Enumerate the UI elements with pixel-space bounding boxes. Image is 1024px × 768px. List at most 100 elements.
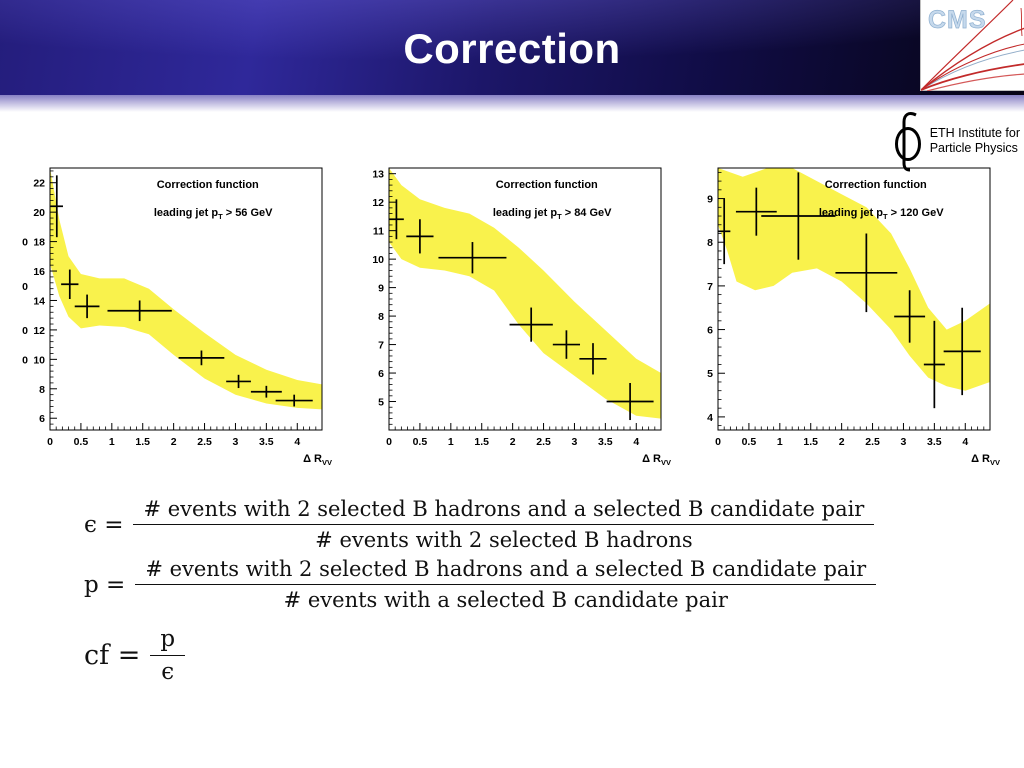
formula-cf: cf = p ϵ <box>84 626 876 685</box>
chart-title: Correction function <box>157 179 259 191</box>
x-tick-label: 2.5 <box>197 436 212 448</box>
chart-subtitle: leading jet pT > 56 GeV <box>154 207 273 221</box>
cms-logo: CMS <box>920 0 1024 92</box>
data-point <box>718 198 731 265</box>
data-point <box>74 294 100 319</box>
chart-correction-pt84: 0 0.5 1 1.5 2 2.5 3 3.5 4 5 6 7 8 9 10 11 12 13 Correction… <box>372 167 671 467</box>
x-tick-label: 0.5 <box>413 436 428 448</box>
formula-epsilon-fraction: # events with 2 selected B hadrons and a… <box>133 497 875 552</box>
y-tick-label: 7 <box>378 340 384 352</box>
data-point <box>50 175 63 238</box>
x-tick-label: 1.5 <box>135 436 150 448</box>
formula-p-numerator: # events with 2 selected B hadrons and a… <box>145 557 867 581</box>
axis-fragment-label: 0 <box>22 281 28 293</box>
formula-block: ϵ = # events with 2 selected B hadrons a… <box>84 497 877 690</box>
y-tick-label: 10 <box>372 254 384 266</box>
cms-track-line <box>920 49 1024 91</box>
formula-p-lhs: p = <box>84 571 126 598</box>
uncertainty-band <box>389 168 661 419</box>
eth-ipp-logo: ETH Institute for Particle Physics <box>891 110 1020 172</box>
y-tick-label: 10 <box>33 354 45 366</box>
x-tick-label: 3 <box>233 436 239 448</box>
formula-p-fraction: # events with 2 selected B hadrons and a… <box>135 557 877 612</box>
y-tick-label: 11 <box>373 226 384 238</box>
x-axis-label: Δ RVV <box>971 453 1000 467</box>
data-point <box>552 330 581 359</box>
page-title: Correction <box>403 24 621 72</box>
cms-logo-graphic: CMS <box>920 0 1024 92</box>
eth-logo-text: ETH Institute for Particle Physics <box>930 126 1020 156</box>
chart-subtitle: leading jet pT > 120 GeV <box>819 207 944 221</box>
data-point <box>438 242 507 274</box>
y-tick-label: 7 <box>707 281 713 293</box>
slide-title-bar: Correction <box>0 0 1024 95</box>
y-tick-label: 22 <box>33 178 45 190</box>
formula-p: p = # events with 2 selected B hadrons a… <box>84 557 877 612</box>
y-tick-label: 16 <box>33 266 45 278</box>
x-tick-label: 4 <box>294 436 300 448</box>
axis-fragment-label: 0 <box>22 354 28 366</box>
chart-subtitle: leading jet pT > 84 GeV <box>493 207 612 221</box>
data-point <box>579 343 607 375</box>
data-point <box>835 233 898 313</box>
y-tick-label: 5 <box>378 397 384 409</box>
x-axis-label: Δ RVV <box>642 453 671 467</box>
data-point <box>509 307 553 342</box>
chart-title: Correction function <box>825 179 927 191</box>
chart-title: Correction function <box>496 179 598 191</box>
data-point <box>389 199 404 240</box>
y-tick-label: 8 <box>378 311 384 323</box>
axis-fragment-label: 0 <box>22 237 28 249</box>
x-tick-label: 3 <box>572 436 578 448</box>
cms-edge-mark <box>1020 7 1023 37</box>
data-point <box>894 290 926 343</box>
y-tick-label: 20 <box>33 207 45 219</box>
x-tick-label: 2 <box>171 436 177 448</box>
formula-epsilon: ϵ = # events with 2 selected B hadrons a… <box>84 497 876 552</box>
formula-cf-lhs: cf = <box>84 640 141 671</box>
data-point <box>226 374 251 389</box>
chart-correction-pt120: 0 0.5 1 1.5 2 2.5 3 3.5 4 4 5 6 7 8 9 Correction functi… <box>707 167 1000 467</box>
x-axis-label: Δ RVV <box>303 453 332 467</box>
x-tick-label: 4 <box>633 436 639 448</box>
x-tick-label: 3.5 <box>598 436 613 448</box>
chart-correction-pt56: 0 0.5 1 1.5 2 2.5 3 3.5 4 6 8 10 12 14 16 18 20 22 0 0 0 0 Cor… <box>22 167 332 467</box>
formula-epsilon-numerator: # events with 2 selected B hadrons and a… <box>143 497 865 521</box>
y-tick-label: 4 <box>707 412 713 424</box>
y-tick-label: 8 <box>707 237 713 249</box>
x-tick-label: 3.5 <box>927 436 942 448</box>
x-tick-label: 0 <box>386 436 392 448</box>
data-point <box>606 383 654 421</box>
y-tick-label: 6 <box>707 325 713 337</box>
cms-track-line <box>920 0 1014 91</box>
data-point <box>735 187 777 236</box>
axis-fragment-label: 0 <box>22 325 28 337</box>
x-tick-label: 1 <box>109 436 115 448</box>
formula-cf-denominator: ϵ <box>161 659 175 685</box>
y-tick-label: 6 <box>39 413 45 425</box>
x-tick-label: 3 <box>901 436 907 448</box>
y-tick-label: 12 <box>33 325 45 337</box>
x-tick-label: 3.5 <box>259 436 274 448</box>
formula-p-denominator: # events with a selected B candidate pai… <box>283 588 728 612</box>
data-point <box>178 350 225 366</box>
cms-track-line <box>920 27 1024 91</box>
fraction-bar <box>150 655 186 656</box>
x-tick-label: 1 <box>777 436 783 448</box>
x-tick-label: 2 <box>510 436 516 448</box>
x-tick-label: 0 <box>715 436 721 448</box>
formula-cf-fraction: p ϵ <box>150 626 186 685</box>
cms-logo-text: CMS <box>928 6 987 34</box>
x-tick-label: 2.5 <box>865 436 880 448</box>
x-tick-label: 1 <box>448 436 454 448</box>
data-point <box>107 300 172 322</box>
cms-track-line <box>920 43 1024 91</box>
y-tick-label: 18 <box>33 237 45 249</box>
x-tick-label: 2.5 <box>536 436 551 448</box>
x-tick-label: 2 <box>839 436 845 448</box>
y-tick-label: 6 <box>378 368 384 380</box>
eth-logo-line2: Particle Physics <box>929 141 1018 155</box>
data-point <box>943 307 981 396</box>
x-tick-label: 4 <box>962 436 968 448</box>
